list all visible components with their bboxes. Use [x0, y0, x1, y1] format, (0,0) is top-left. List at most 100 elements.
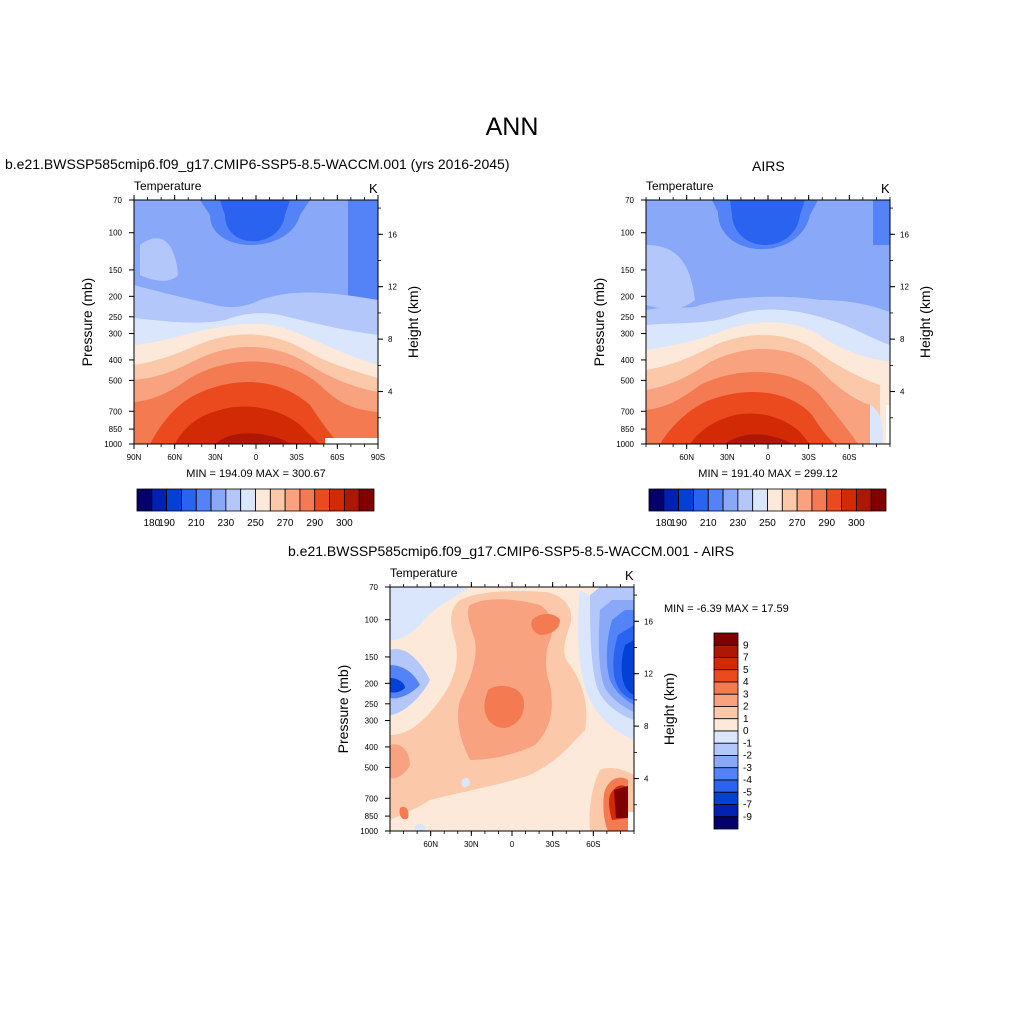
- lat-tick-label: 0: [510, 840, 515, 849]
- lat-tick-label: 30S: [546, 840, 560, 849]
- colorbar-label: -9: [743, 812, 752, 823]
- colorbar-label: 250: [247, 518, 264, 529]
- height-tick-label: 4: [388, 388, 393, 397]
- colorbar-swatch: [225, 488, 242, 512]
- pressure-tick-label: 1000: [616, 440, 634, 449]
- height-tick-label: 16: [900, 230, 909, 239]
- pressure-tick-label: 70: [625, 196, 634, 205]
- lat-tick-label: 30N: [208, 453, 223, 462]
- colorbar-swatch: [693, 488, 709, 512]
- colorbar-label: 270: [277, 518, 294, 529]
- pressure-tick-label: 500: [621, 376, 635, 385]
- lat-tick-label: 0: [254, 453, 259, 462]
- diff-contour-plot: [390, 587, 634, 831]
- colorbar-swatch: [713, 706, 739, 720]
- colorbar-label: 190: [158, 518, 175, 529]
- lat-tick-label: 60N: [679, 453, 694, 462]
- colorbar-swatch: [210, 488, 227, 512]
- pressure-tick-label: 300: [109, 330, 123, 339]
- pressure-tick-label: 250: [621, 313, 635, 322]
- colorbar-swatch: [713, 718, 739, 732]
- pressure-tick-label: 150: [621, 266, 635, 275]
- main-title: ANN: [485, 113, 539, 141]
- lat-tick-label: 90S: [371, 453, 385, 462]
- height-tick-label: 16: [388, 230, 397, 239]
- colorbar-swatch: [713, 681, 739, 695]
- pressure-tick-label: 150: [109, 266, 123, 275]
- height-tick-label: 8: [644, 722, 649, 731]
- colorbar-label: 4: [743, 677, 749, 688]
- obs-panel-title: AIRS: [752, 158, 785, 174]
- pressure-tick-label: 500: [365, 763, 379, 772]
- colorbar-swatch: [151, 488, 168, 512]
- colorbar-label: 180: [143, 518, 160, 529]
- model-y-axis-label: Pressure (mb): [79, 278, 95, 367]
- model-y2-axis-label: Height (km): [405, 286, 421, 358]
- colorbar-swatch: [648, 488, 665, 512]
- obs-y-axis-label: Pressure (mb): [591, 278, 607, 367]
- colorbar-label: -4: [743, 775, 752, 786]
- colorbar-swatch: [707, 488, 724, 512]
- colorbar-swatch: [713, 742, 739, 756]
- colorbar-swatch: [181, 488, 197, 512]
- colorbar-swatch: [314, 488, 330, 512]
- pressure-tick-label: 70: [369, 583, 378, 592]
- colorbar-label: 5: [743, 665, 749, 676]
- pressure-tick-label: 400: [109, 356, 123, 365]
- height-tick-label: 4: [644, 775, 649, 784]
- colorbar-swatch: [166, 488, 182, 512]
- colorbar-swatch: [713, 791, 739, 805]
- diff-minmax-text: MIN = -6.39 MAX = 17.59: [664, 603, 789, 615]
- lat-tick-label: 60S: [586, 840, 600, 849]
- obs-variable-label: Temperature: [646, 179, 714, 193]
- pressure-tick-label: 150: [365, 653, 379, 662]
- colorbar-swatch: [811, 488, 828, 512]
- colorbar-swatch: [722, 488, 739, 512]
- pressure-tick-label: 1000: [360, 827, 378, 836]
- pressure-tick-label: 500: [109, 376, 123, 385]
- pressure-tick-label: 400: [621, 356, 635, 365]
- colorbar-swatch: [752, 488, 768, 512]
- obs-minmax-text: MIN = 191.40 MAX = 299.12: [698, 468, 837, 480]
- pressure-tick-label: 200: [109, 292, 123, 301]
- colorbar-label: 270: [789, 518, 806, 529]
- colorbar-swatch: [358, 488, 375, 512]
- colorbar-label: 210: [700, 518, 717, 529]
- obs-y2-axis-label: Height (km): [917, 286, 933, 358]
- height-tick-label: 4: [900, 388, 905, 397]
- colorbar-label: -1: [743, 738, 752, 749]
- diff-y2-axis-label: Height (km): [661, 673, 677, 745]
- colorbar-label: 250: [759, 518, 776, 529]
- colorbar-label: 1: [743, 714, 749, 725]
- colorbar-label: 230: [218, 518, 235, 529]
- model-panel-title: b.e21.BWSSP585cmip6.f09_g17.CMIP6-SSP5-8…: [5, 156, 510, 172]
- pressure-tick-label: 250: [365, 700, 379, 709]
- diff-panel-title: b.e21.BWSSP585cmip6.f09_g17.CMIP6-SSP5-8…: [288, 543, 735, 559]
- lat-tick-label: 60N: [423, 840, 438, 849]
- lat-tick-label: 30N: [464, 840, 479, 849]
- colorbar-swatch: [713, 730, 739, 744]
- colorbar-label: 190: [670, 518, 687, 529]
- colorbar-swatch: [841, 488, 857, 512]
- colorbar-swatch: [329, 488, 345, 512]
- colorbar-swatch: [781, 488, 798, 512]
- lat-tick-label: 0: [766, 453, 771, 462]
- colorbar-swatch: [796, 488, 813, 512]
- colorbar-label: 300: [848, 518, 865, 529]
- pressure-tick-label: 850: [365, 812, 379, 821]
- colorbar-label: 290: [818, 518, 835, 529]
- pressure-tick-label: 200: [621, 292, 635, 301]
- pressure-tick-label: 100: [365, 616, 379, 625]
- colorbar-swatch: [713, 767, 739, 781]
- colorbar-label: 9: [743, 640, 749, 651]
- colorbar-swatch: [737, 488, 754, 512]
- pressure-tick-label: 70: [113, 196, 122, 205]
- colorbar-swatch: [284, 488, 301, 512]
- pressure-tick-label: 100: [621, 229, 635, 238]
- colorbar-swatch: [826, 488, 842, 512]
- lat-tick-label: 60N: [167, 453, 182, 462]
- obs-axes: 70 100 150 200 250 300 400 500 700 850 1000 16 12 8 4 6…: [616, 195, 909, 462]
- colorbar-swatch: [663, 488, 680, 512]
- colorbar-swatch: [678, 488, 694, 512]
